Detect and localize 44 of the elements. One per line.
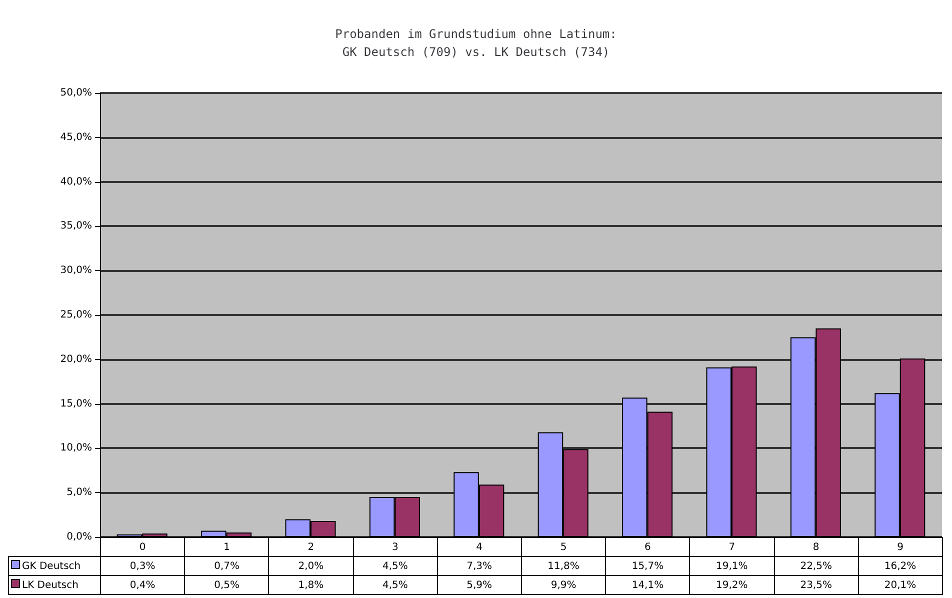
x-tick-label: 7 [690, 538, 774, 556]
data-label: 1,8% [268, 576, 354, 594]
legend-label: GK Deutsch [8, 556, 100, 576]
x-tick-label: 0 [100, 538, 185, 556]
data-label: 15,7% [606, 556, 690, 576]
data-label: 5,9% [437, 576, 522, 594]
chart-title: Probanden im Grundstudium ohne Latinum: GK Deutsch (709) vs. LK Deutsch (734) [335, 27, 617, 59]
data-label: 14,1% [606, 576, 690, 594]
y-tick-label: 40,0% [60, 176, 92, 188]
data-label: 16,2% [858, 556, 942, 576]
data-label: 2,0% [268, 556, 354, 576]
x-tick-label: 3 [353, 538, 438, 556]
data-label: 19,2% [690, 576, 774, 594]
data-label: 20,1% [858, 576, 942, 594]
y-tick-label: 15,0% [60, 398, 92, 410]
y-tick-label: 30,0% [60, 265, 92, 276]
x-tick-label: 9 [858, 538, 942, 556]
y-tick-label: 45,0% [60, 132, 92, 143]
data-label: 19,1% [690, 556, 774, 576]
x-tick-label: 4 [437, 538, 522, 556]
y-tick-label: 0,0% [66, 532, 92, 542]
x-tick-label: 1 [184, 538, 269, 556]
data-label: 9,9% [521, 576, 606, 594]
data-label: 7,3% [437, 556, 522, 576]
data-label: 4,5% [353, 576, 438, 594]
y-tick-label: 10,0% [60, 442, 92, 454]
y-tick-label: 35,0% [60, 220, 92, 232]
y-tick-label: 5,0% [66, 487, 92, 498]
data-label: 0,3% [100, 556, 185, 576]
data-label: 0,5% [184, 576, 269, 594]
y-tick-label: 25,0% [60, 310, 92, 320]
data-label: 11,8% [521, 556, 606, 576]
y-tick-label: 20,0% [60, 354, 92, 365]
data-label: 23,5% [774, 576, 858, 594]
x-tick-label: 5 [521, 538, 606, 556]
legend-label: LK Deutsch [8, 576, 100, 594]
data-label: 0,7% [184, 556, 269, 576]
x-tick-label: 8 [774, 538, 858, 556]
data-label: 0,4% [100, 576, 185, 594]
x-tick-label: 2 [268, 538, 354, 556]
data-label: 4,5% [353, 556, 438, 576]
data-label: 22,5% [774, 556, 858, 576]
x-tick-label: 6 [606, 538, 690, 556]
y-tick-label: 50,0% [60, 88, 92, 98]
